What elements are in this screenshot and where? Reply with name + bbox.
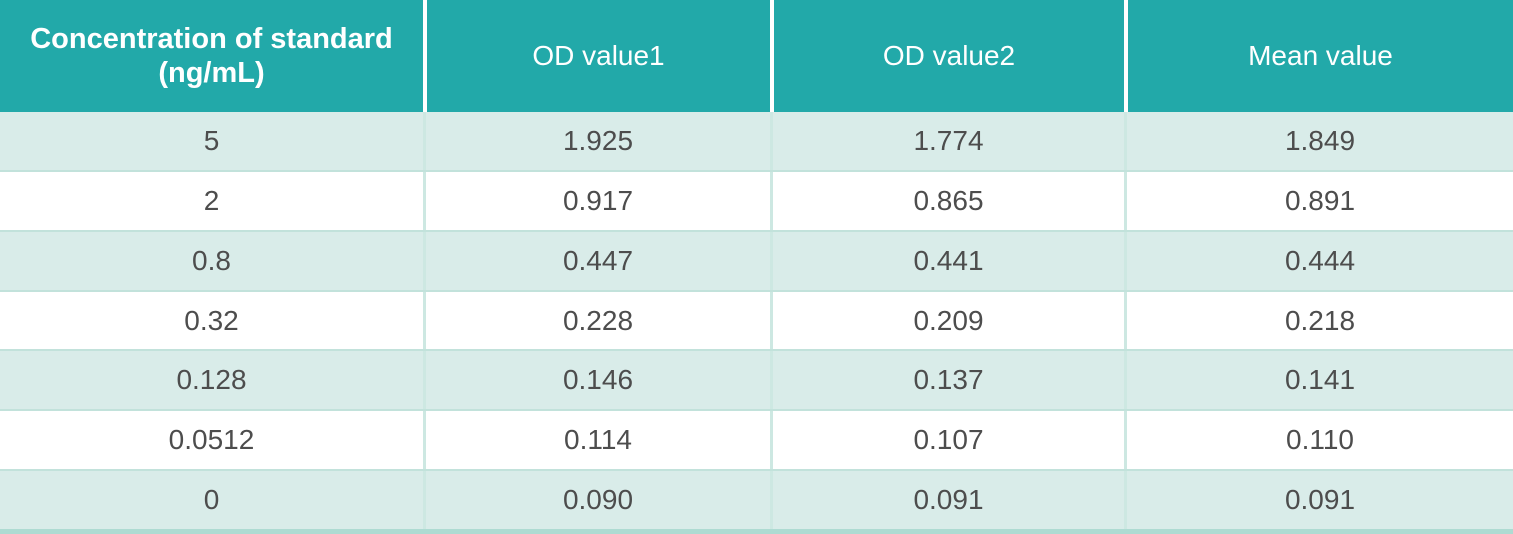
cell-mean-value: 0.141: [1124, 351, 1513, 410]
cell-mean-value: 0.110: [1124, 411, 1513, 470]
cell-od-value2: 0.209: [770, 291, 1124, 350]
cell-od-value2: 0.865: [770, 171, 1124, 230]
table-body: 5 1.925 1.774 1.849 2 0.917 0.865 0.891 …: [0, 112, 1513, 530]
header-cell-od-value2: OD value2: [770, 0, 1124, 112]
header-concentration-line1: Concentration of standard: [30, 22, 393, 55]
cell-od-value2: 0.107: [770, 411, 1124, 470]
cell-od-value1: 0.917: [423, 171, 770, 230]
cell-od-value1: 0.228: [423, 291, 770, 350]
header-cell-mean-value: Mean value: [1124, 0, 1513, 112]
cell-mean-value: 0.218: [1124, 291, 1513, 350]
cell-od-value1: 0.090: [423, 471, 770, 530]
cell-mean-value: 0.891: [1124, 171, 1513, 230]
cell-mean-value: 1.849: [1124, 112, 1513, 170]
table-row: 0.8 0.447 0.441 0.444: [0, 231, 1513, 292]
header-concentration-line2: (ng/mL): [158, 57, 265, 89]
cell-concentration: 0.32: [184, 304, 239, 336]
header-cell-concentration: Concentration of standard (ng/mL): [0, 0, 423, 112]
table-row: 5 1.925 1.774 1.849: [0, 112, 1513, 172]
table-row: 0.32 0.228 0.209 0.218: [0, 291, 1513, 352]
table-bottom-border: [0, 529, 1513, 534]
cell-od-value2: 1.774: [770, 112, 1124, 170]
table-header-row: Concentration of standard (ng/mL) OD val…: [0, 0, 1513, 112]
cell-concentration: 0.128: [176, 364, 247, 396]
cell-concentration: 2: [203, 184, 220, 216]
cell-concentration: 0: [203, 484, 220, 516]
cell-od-value1: 1.925: [423, 112, 770, 170]
table-row: 0.128 0.146 0.137 0.141: [0, 351, 1513, 412]
cell-mean-value: 0.091: [1124, 471, 1513, 530]
cell-concentration: 0.0512: [168, 424, 255, 456]
table-row: 0.0512 0.114 0.107 0.110: [0, 411, 1513, 472]
table-row: 0 0.090 0.091 0.091: [0, 471, 1513, 530]
cell-concentration: 5: [203, 124, 220, 156]
cell-od-value1: 0.447: [423, 231, 770, 290]
cell-od-value2: 0.441: [770, 231, 1124, 290]
header-cell-od-value1: OD value1: [423, 0, 770, 112]
table-row: 2 0.917 0.865 0.891: [0, 171, 1513, 232]
cell-od-value2: 0.091: [770, 471, 1124, 530]
cell-od-value1: 0.146: [423, 351, 770, 410]
cell-od-value1: 0.114: [423, 411, 770, 470]
cell-od-value2: 0.137: [770, 351, 1124, 410]
cell-concentration: 0.8: [192, 244, 231, 276]
cell-mean-value: 0.444: [1124, 231, 1513, 290]
